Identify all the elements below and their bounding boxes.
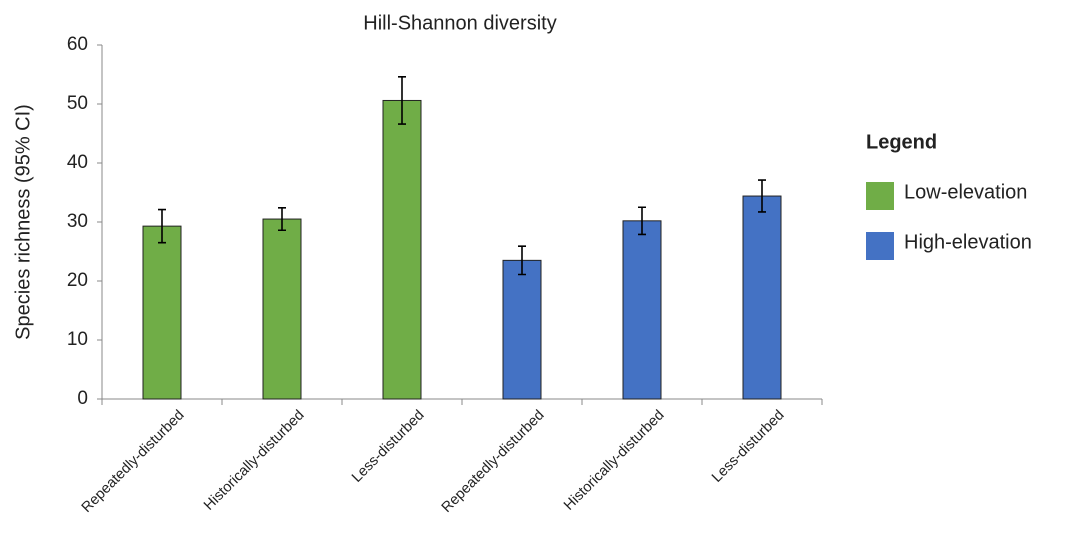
- x-tick-label: Less-disturbed: [709, 407, 788, 486]
- error-bar: [398, 76, 406, 125]
- bar: [742, 195, 782, 400]
- y-tick-label: 0: [77, 388, 88, 409]
- legend-label: Low-elevation: [904, 181, 1027, 203]
- x-tick-label: Historically-disturbed: [201, 407, 307, 513]
- legend-swatch: [866, 232, 894, 260]
- error-bar: [518, 245, 526, 276]
- legend-swatch: [866, 182, 894, 210]
- y-tick-label: 20: [67, 270, 88, 291]
- error-bar: [638, 206, 646, 236]
- y-tick-label: 40: [67, 152, 88, 173]
- y-tick-label: 30: [67, 211, 88, 232]
- x-tick-label: Repeatedly-disturbed: [439, 407, 548, 516]
- error-bar: [758, 179, 766, 213]
- y-tick-label: 10: [67, 329, 88, 350]
- bar: [382, 99, 422, 400]
- legend-title: Legend: [866, 131, 937, 153]
- x-tick-label: Less-disturbed: [349, 407, 428, 486]
- error-bar: [278, 207, 286, 232]
- bar: [262, 218, 302, 400]
- x-tick-label: Historically-disturbed: [561, 407, 667, 513]
- bar: [142, 225, 182, 400]
- legend-label: High-elevation: [904, 231, 1032, 253]
- bar: [502, 259, 542, 400]
- y-tick-label: 50: [67, 93, 88, 114]
- x-tick-label: Repeatedly-disturbed: [79, 407, 188, 516]
- bar: [622, 220, 662, 400]
- chart-title: Hill-Shannon diversity: [363, 12, 556, 34]
- error-bar: [158, 208, 166, 244]
- y-axis-label: Species richness (95% CI): [12, 104, 34, 340]
- y-tick-label: 60: [67, 34, 88, 55]
